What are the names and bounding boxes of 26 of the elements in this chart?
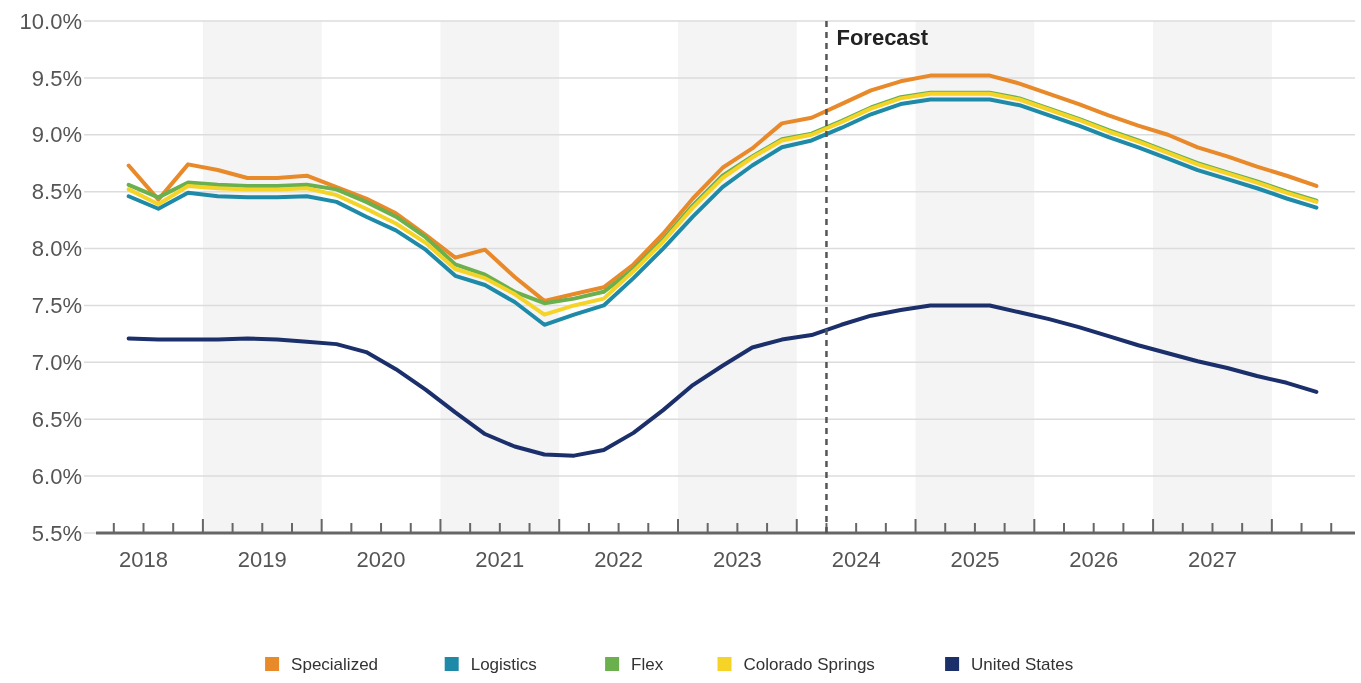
x-tick-label: 2020 [356, 547, 406, 572]
y-tick-label: 7.0% [31, 350, 82, 376]
x-tick-label: 2023 [712, 547, 762, 572]
x-tick-label: 2022 [594, 547, 644, 572]
x-tick-label: 2027 [1188, 547, 1237, 572]
legend-label: Logistics [470, 654, 537, 674]
y-tick-label: 7.5% [31, 293, 82, 319]
legend-label: United States [971, 654, 1074, 674]
y-tick-label: 9.5% [31, 65, 82, 91]
x-tick-label: 2019 [237, 547, 287, 572]
legend-label: Flex [631, 654, 664, 674]
ref-line-label: Forecast [836, 25, 929, 50]
y-tick-label: 9.0% [31, 122, 82, 148]
y-tick-label: 5.5% [31, 520, 82, 546]
x-tick-label: 2021 [475, 547, 525, 572]
x-tick-label: 2026 [1069, 547, 1119, 572]
x-tick-label: 2024 [831, 547, 881, 572]
y-tick-label: 8.5% [31, 179, 82, 205]
y-tick-label: 6.0% [31, 463, 82, 489]
y-tick-label: 10.0% [19, 8, 82, 34]
legend-label: Colorado Springs [743, 654, 875, 674]
x-tick-label: 2018 [119, 547, 168, 572]
x-tick-label: 2025 [950, 547, 1000, 572]
y-tick-label: 6.5% [31, 406, 82, 432]
legend-label: Specialized [291, 654, 379, 674]
y-tick-label: 8.0% [31, 236, 82, 262]
